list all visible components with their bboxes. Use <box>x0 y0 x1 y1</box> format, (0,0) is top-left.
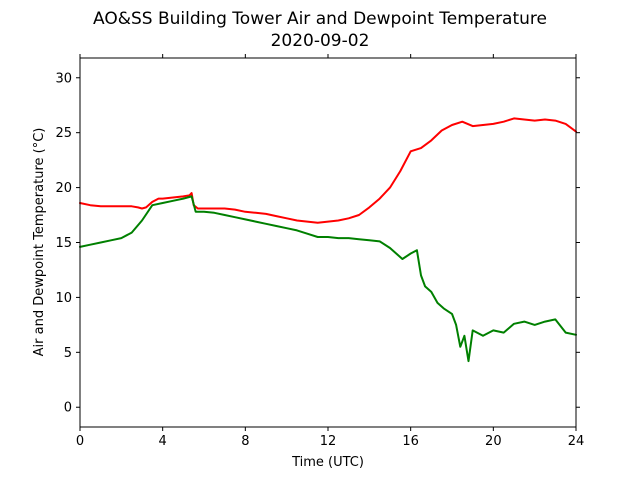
y-tick-label: 20 <box>55 181 72 196</box>
x-tick-label: 20 <box>485 434 502 449</box>
x-axis-ticks: 0 4 8 12 16 20 24 <box>76 54 584 449</box>
y-tick-label: 25 <box>55 126 72 141</box>
x-tick-label: 12 <box>320 434 337 449</box>
x-tick-label: 4 <box>159 434 167 449</box>
x-axis-label: Time (UTC) <box>291 455 364 470</box>
plot-frame <box>79 57 577 428</box>
y-tick-label: 5 <box>64 346 72 361</box>
x-tick-label: 0 <box>76 434 84 449</box>
x-tick-label: 16 <box>402 434 419 449</box>
x-tick-label: 24 <box>568 434 585 449</box>
y-tick-label: 10 <box>55 291 72 306</box>
chart-title: AO&SS Building Tower Air and Dewpoint Te… <box>93 9 547 29</box>
series-line-2 <box>79 195 577 363</box>
y-tick-label: 0 <box>64 401 72 416</box>
chart-subtitle: 2020-09-02 <box>271 31 370 51</box>
series-layer <box>79 117 577 363</box>
y-tick-label: 30 <box>55 71 72 86</box>
y-axis-ticks: 0 5 10 15 20 25 30 <box>55 71 580 416</box>
series-line-1 <box>79 117 577 224</box>
y-tick-label: 15 <box>55 236 72 251</box>
x-tick-label: 8 <box>241 434 249 449</box>
y-axis-label: Air and Dewpoint Temperature (°C) <box>32 128 47 357</box>
